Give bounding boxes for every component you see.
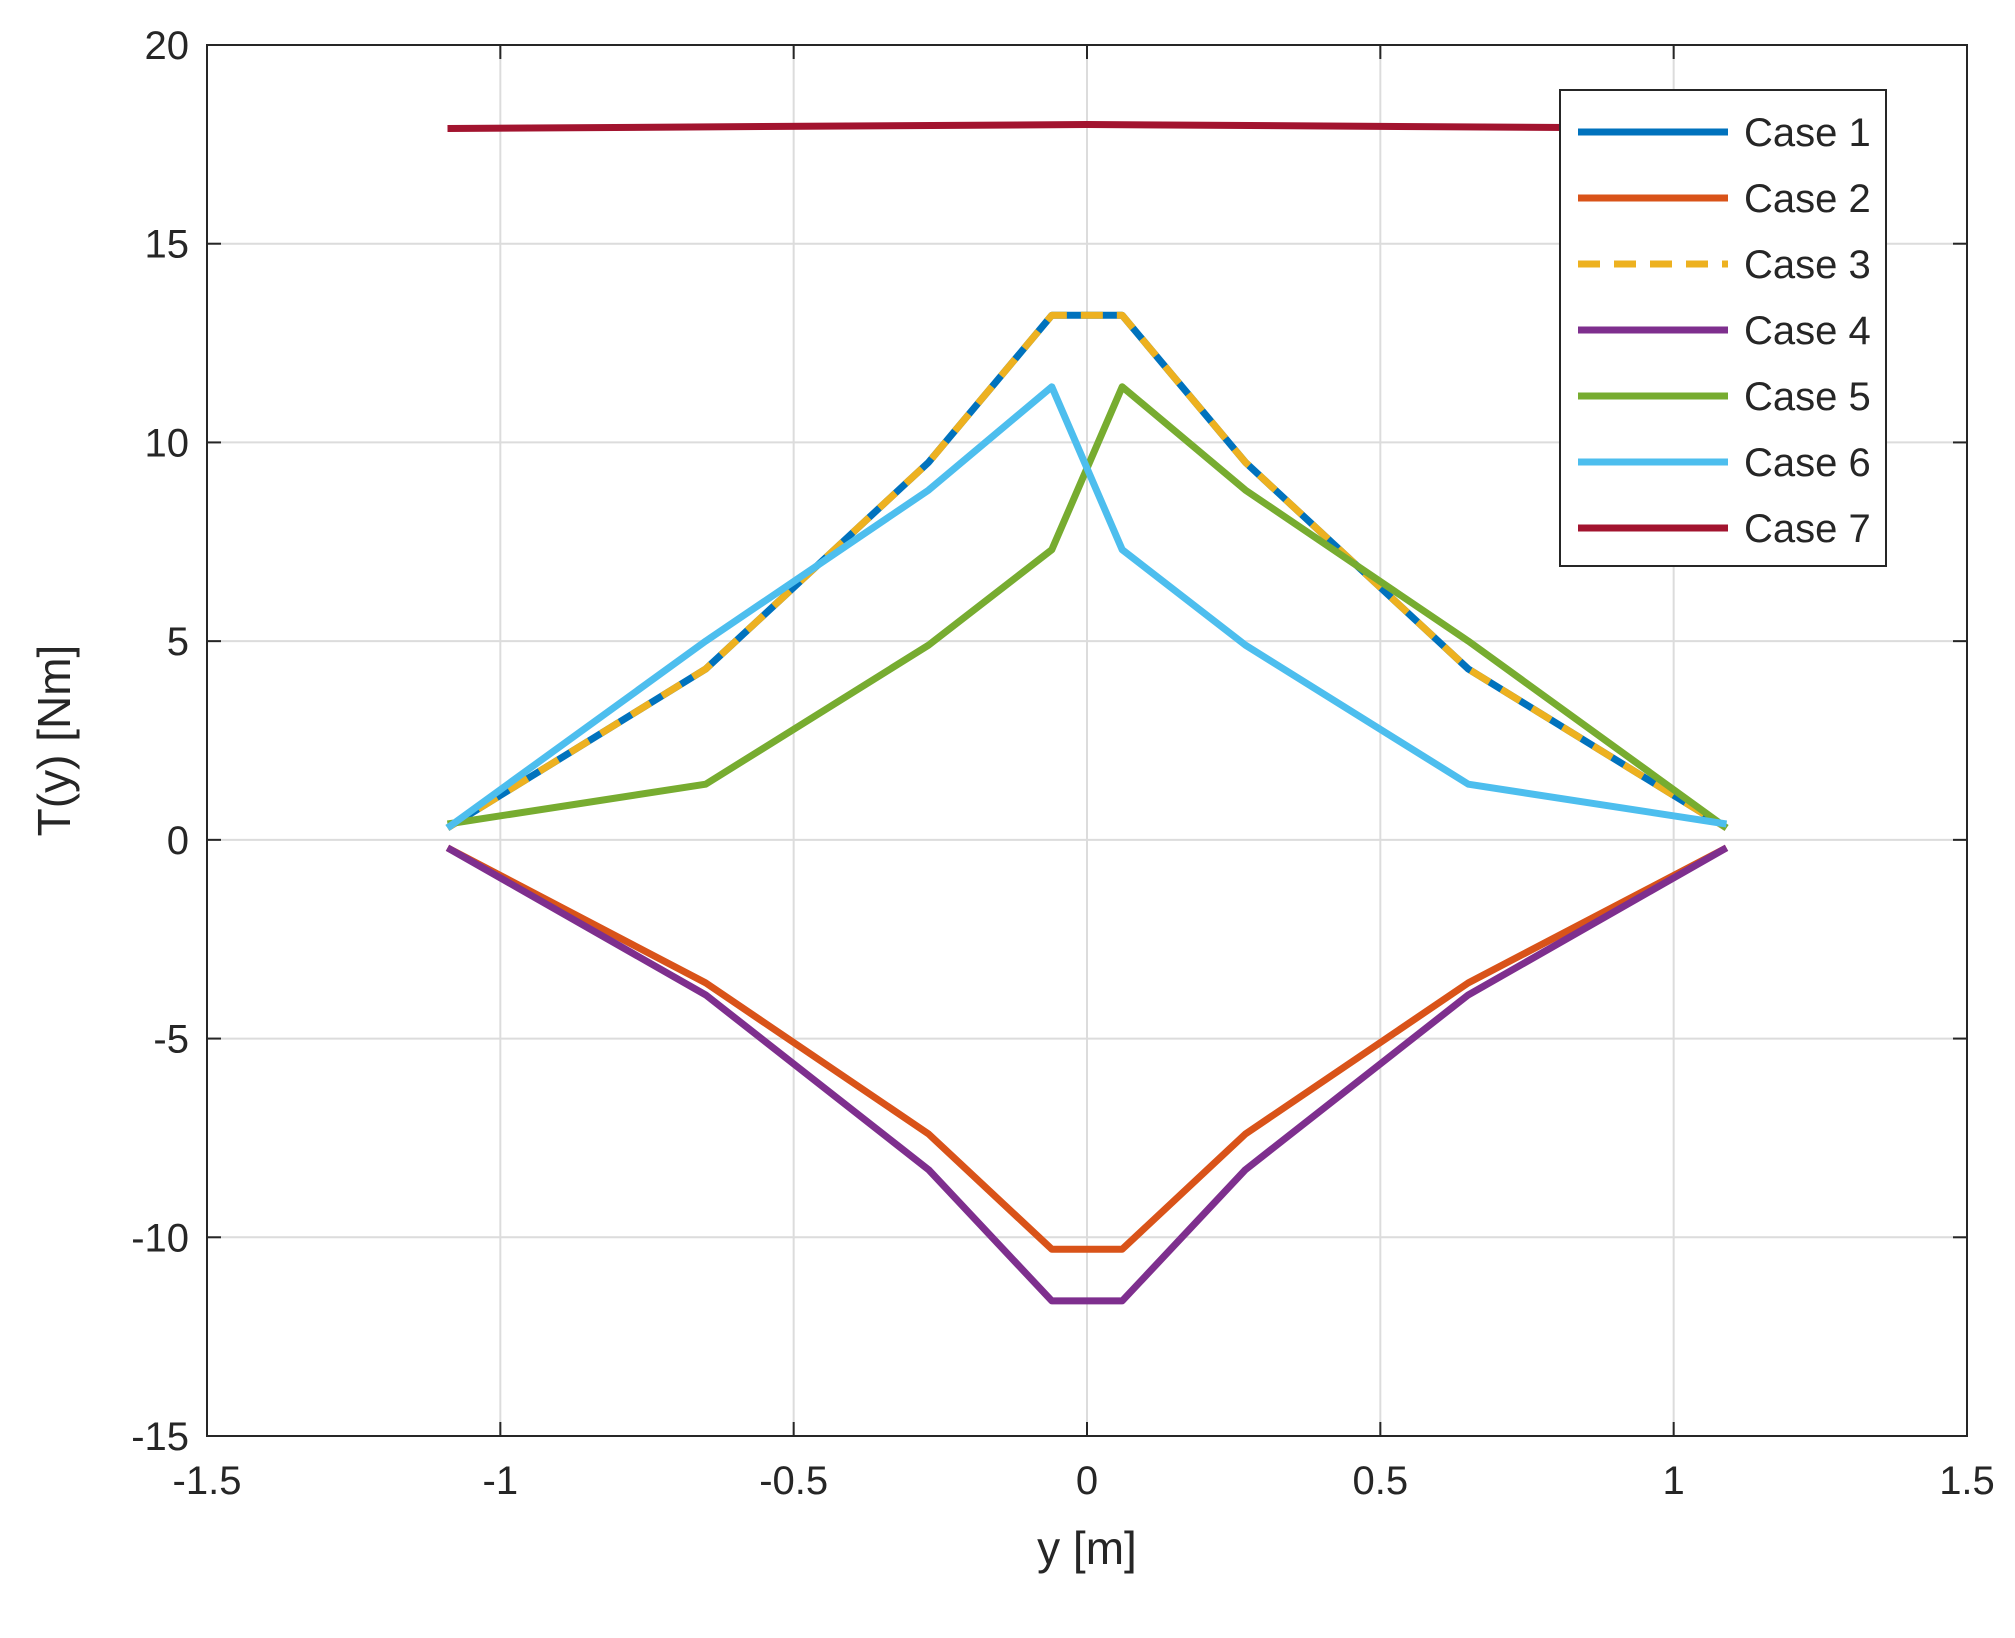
series-line-case-3: [445, 311, 1729, 831]
x-tick-label: -1.5: [173, 1459, 242, 1503]
y-tick-label: 20: [145, 24, 190, 68]
legend-label: Case 3: [1744, 243, 1871, 287]
series-line-case-2: [445, 844, 1729, 1253]
ticks: -1.5 -1 -0.5 0 0.5 1 1.5 -15 -10 -5 0 5 10 15 20: [131, 24, 1995, 1503]
x-tick-label: -0.5: [759, 1459, 828, 1503]
series-line-case-7: [447, 121, 1727, 132]
legend-label: Case 1: [1744, 111, 1871, 155]
series-line-case-4: [445, 844, 1729, 1305]
plot-lines: [445, 121, 1729, 1305]
legend-label: Case 4: [1744, 309, 1871, 353]
x-tick-label: 1: [1663, 1459, 1685, 1503]
y-tick-label: -10: [131, 1216, 189, 1260]
y-tick-label: -15: [131, 1415, 189, 1459]
legend-label: Case 2: [1744, 177, 1871, 221]
y-tick-label: 15: [145, 223, 190, 267]
x-axis-label: y [m]: [1037, 1522, 1137, 1574]
y-tick-label: -5: [153, 1018, 189, 1062]
x-tick-label: 1.5: [1939, 1459, 1995, 1503]
y-axis-label: T(y) [Nm]: [28, 645, 80, 837]
legend-label: Case 7: [1744, 507, 1871, 551]
y-tick-label: 0: [167, 819, 189, 863]
legend-label: Case 5: [1744, 375, 1871, 419]
y-tick-label: 10: [145, 421, 190, 465]
legend: Case 1 Case 2 Case 3 Case 4 Case 5 Case 6 Case…: [1559, 89, 1887, 567]
x-tick-label: -1: [483, 1459, 519, 1503]
x-tick-label: 0.5: [1353, 1459, 1409, 1503]
legend-label: Case 6: [1744, 441, 1871, 485]
y-tick-label: 5: [167, 620, 189, 664]
series-line-case-6: [445, 383, 1728, 831]
x-tick-label: 0: [1076, 1459, 1098, 1503]
